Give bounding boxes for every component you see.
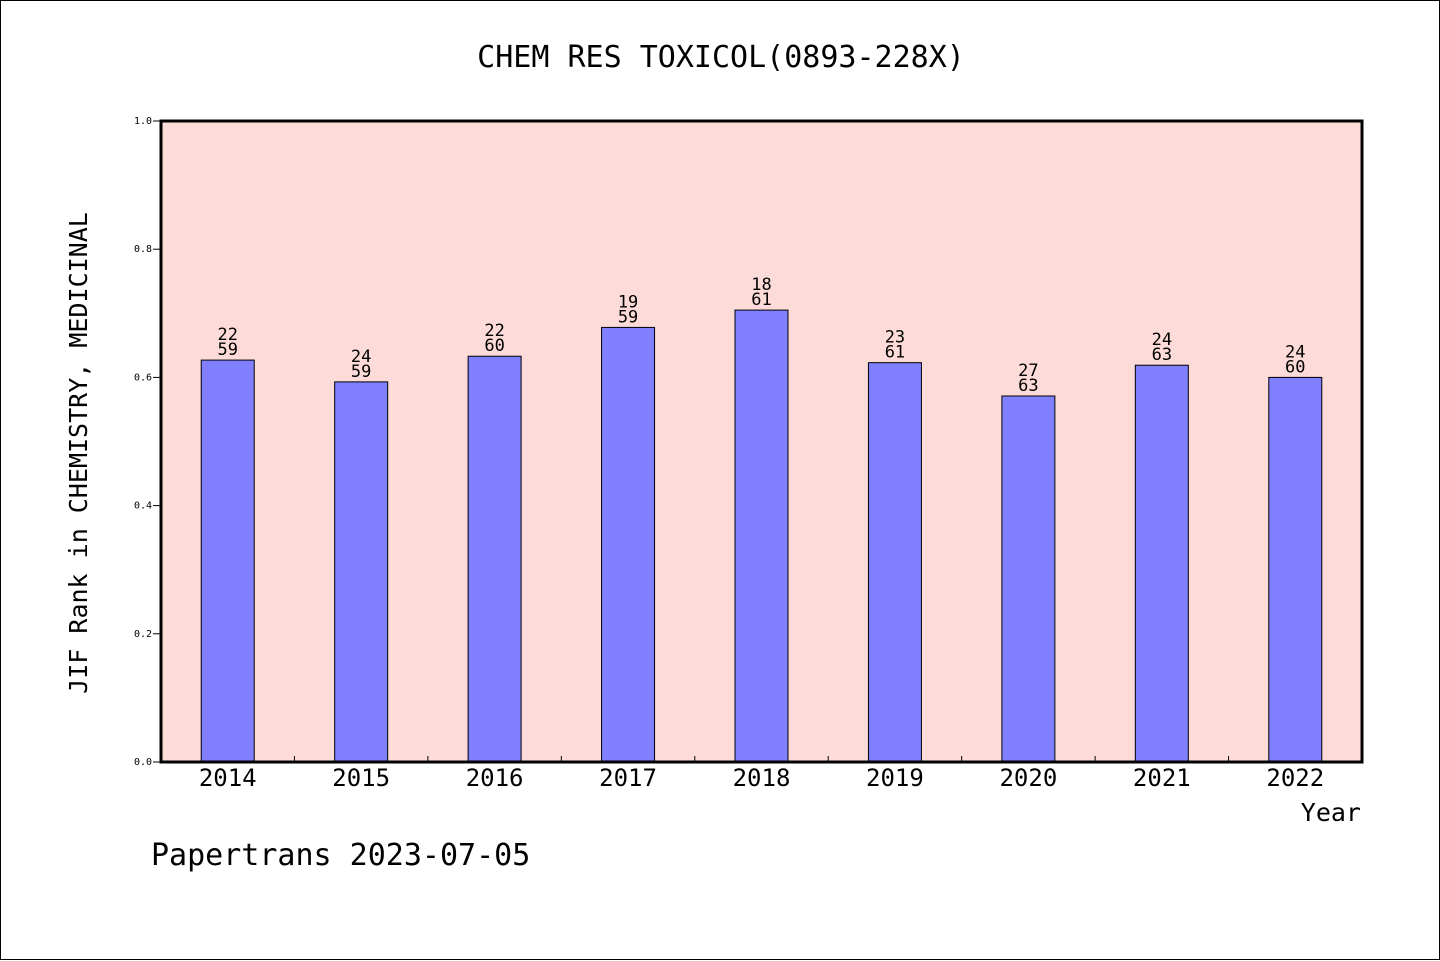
y-tick-label: 0.2 (134, 629, 152, 640)
y-tick-label: 0.8 (134, 244, 152, 255)
bar-label-rank: 24 (1152, 330, 1172, 350)
bar-label-rank: 22 (217, 325, 237, 345)
bar-label-total: 61 (751, 290, 771, 310)
bar-label-total: 63 (1018, 376, 1038, 396)
plot-border (159, 119, 1364, 764)
bar-2021 (1134, 364, 1189, 763)
y-axis-label: JIF Rank in CHEMISTRY, MEDICINAL (64, 212, 93, 694)
bar-label-rank: 27 (1018, 361, 1038, 381)
x-axis-label: Year (1301, 798, 1361, 827)
bar-label-total: 63 (1152, 345, 1172, 365)
bars-group (200, 309, 1323, 763)
y-tick-label: 0.4 (134, 501, 152, 512)
bar-label-total: 60 (484, 336, 504, 356)
x-tick-label: 2022 (1266, 764, 1324, 792)
bar-2017 (601, 326, 656, 763)
x-tick-label: 2021 (1133, 764, 1191, 792)
bar-2018 (734, 309, 789, 763)
watermark-text: Papertrans 2023-07-05 (151, 838, 530, 873)
x-tick-label: 2020 (999, 764, 1057, 792)
bar-label-rank: 18 (751, 275, 771, 295)
x-tick-label: 2018 (733, 764, 791, 792)
x-tick-label: 2016 (466, 764, 524, 792)
bar-2015 (334, 381, 389, 763)
bar-label-rank: 19 (618, 292, 638, 312)
bar-label-rank: 23 (885, 328, 905, 348)
bar-label-total: 59 (618, 307, 638, 327)
bar-label-rank: 24 (1285, 342, 1305, 362)
bar-label-total: 60 (1285, 357, 1305, 377)
x-tick-label: 2015 (332, 764, 390, 792)
chart-title: CHEM RES TOXICOL(0893-228X) (477, 40, 965, 75)
y-axis-ticks: 0.0 0.2 0.4 0.6 0.8 1.0 (134, 116, 161, 768)
bar-label-rank: 22 (484, 321, 504, 341)
y-tick-label: 1.0 (134, 116, 152, 127)
bar-label-rank: 24 (351, 347, 371, 367)
x-tick-label: 2017 (599, 764, 657, 792)
bar-2016 (467, 355, 522, 763)
y-tick-label: 0.0 (134, 757, 152, 768)
y-tick-label: 0.6 (134, 372, 152, 383)
bar-label-total: 61 (885, 343, 905, 363)
bar-2022 (1268, 376, 1323, 763)
bar-2019 (867, 362, 922, 763)
x-tick-label: 2019 (866, 764, 924, 792)
x-axis-ticks: 2014 2015 2016 2017 2018 2019 2020 2021 2022 (199, 756, 1324, 792)
bar-2014 (200, 359, 255, 763)
x-tick-label: 2014 (199, 764, 257, 792)
bar-2020 (1001, 395, 1056, 763)
bar-label-total: 59 (217, 340, 237, 360)
bar-label-total: 59 (351, 362, 371, 382)
